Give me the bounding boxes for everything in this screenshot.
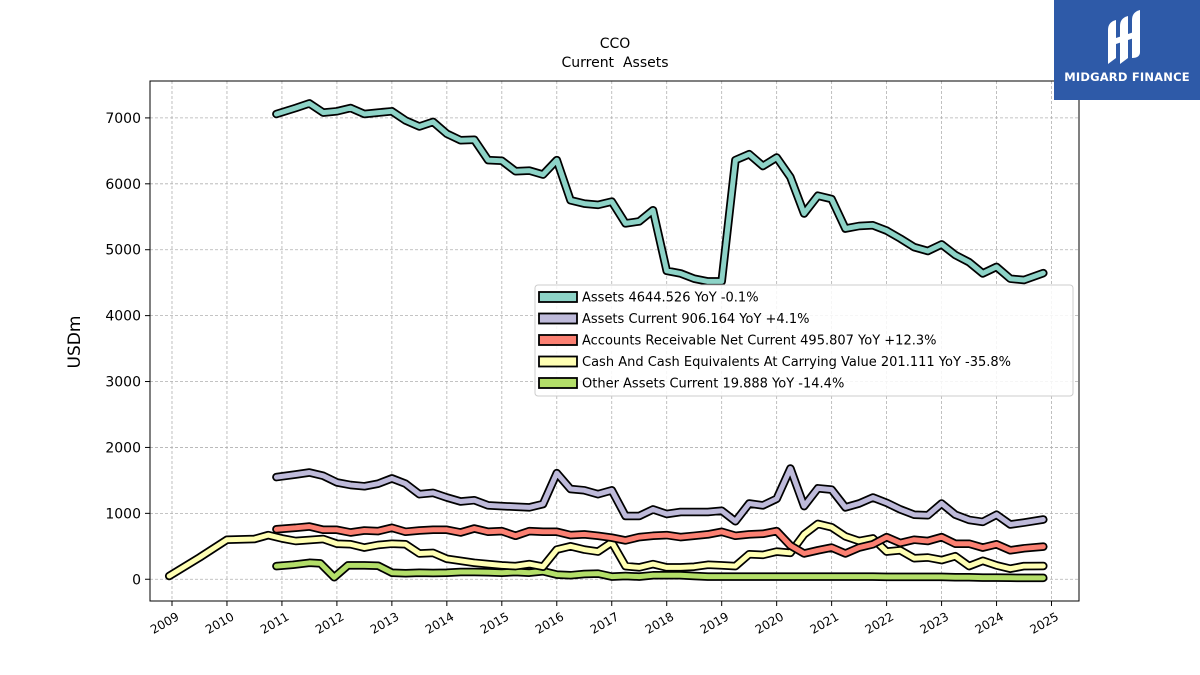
chart-subtitle: Current Assets	[561, 55, 668, 71]
x-tick-label: 2022	[863, 609, 896, 636]
x-tick-label: 2010	[203, 609, 236, 636]
x-tick-label: 2024	[973, 609, 1006, 636]
series-layer	[164, 99, 1048, 583]
logo-mark-icon	[1108, 10, 1140, 64]
legend-entry: Other Assets Current 19.888 YoY -14.4%	[538, 377, 844, 392]
x-axis: 2009 2010 2011 2012 2013 2014 2015 2016 2017 2018…	[148, 601, 1061, 637]
legend-entry: Cash And Cash Equivalents At Carrying Va…	[538, 355, 1011, 370]
series-line-fill	[166, 521, 1046, 579]
series-line	[272, 522, 1048, 558]
legend-swatch	[538, 334, 578, 346]
x-tick-label: 2020	[753, 609, 786, 636]
legend-swatch	[538, 312, 578, 325]
legend: Assets 4644.526 YoY -0.1% Assets Current …	[534, 284, 1074, 397]
legend-entry: Assets 4644.526 YoY -0.1%	[538, 291, 759, 306]
chart-title: CCO	[600, 36, 631, 52]
legend-label: Assets Current 906.164 YoY +4.1%	[582, 312, 809, 327]
x-tick-label: 2025	[1028, 609, 1061, 636]
y-tick-label: 0	[132, 572, 141, 588]
y-tick-label: 3000	[105, 375, 141, 391]
x-tick-label: 2013	[368, 609, 401, 636]
series-line-fill	[273, 466, 1046, 527]
plot-frame	[149, 80, 1080, 602]
x-tick-label: 2014	[423, 609, 456, 636]
x-tick-label: 2011	[258, 609, 291, 636]
series-line-fill	[273, 560, 1046, 581]
series-line-fill	[273, 524, 1046, 556]
legend-entry: Accounts Receivable Net Current 495.807 …	[538, 334, 937, 349]
series-line-outline	[272, 99, 1048, 286]
x-tick-label: 2021	[808, 609, 841, 636]
legend-label: Assets 4644.526 YoY -0.1%	[582, 291, 759, 306]
legend-swatch	[538, 291, 578, 303]
x-tick-label: 2009	[148, 609, 181, 636]
x-tick-label: 2017	[588, 609, 621, 636]
legend-label: Accounts Receivable Net Current 495.807 …	[582, 334, 937, 349]
y-tick-label: 1000	[105, 506, 141, 522]
series-line	[272, 558, 1048, 583]
legend-entry: Assets Current 906.164 YoY +4.1%	[538, 312, 809, 327]
series-line-fill	[273, 100, 1046, 284]
y-axis: 0 1000 2000 3000 4000 5000 6000 7000	[105, 111, 150, 588]
series-line	[272, 99, 1048, 286]
y-tick-label: 5000	[105, 243, 141, 259]
legend-frame	[534, 284, 1074, 397]
legend-label: Cash And Cash Equivalents At Carrying Va…	[582, 355, 1011, 370]
legend-swatch	[538, 377, 578, 389]
legend-swatch	[538, 355, 578, 368]
x-tick-label: 2023	[918, 609, 951, 636]
y-axis-label: USDm	[65, 316, 85, 369]
x-tick-label: 2019	[698, 609, 731, 636]
y-tick-label: 6000	[105, 177, 141, 193]
brand-logo: MIDGARD FINANCE	[1054, 0, 1200, 100]
x-tick-label: 2018	[643, 609, 676, 636]
series-line-outline	[164, 519, 1048, 581]
y-tick-label: 4000	[105, 309, 141, 325]
x-tick-label: 2012	[313, 609, 346, 636]
series-line	[164, 519, 1048, 581]
y-tick-label: 2000	[105, 440, 141, 456]
series-line	[272, 464, 1048, 529]
x-tick-label: 2015	[478, 609, 511, 636]
x-tick-label: 2016	[533, 609, 566, 636]
logo-text: MIDGARD FINANCE	[1064, 70, 1190, 84]
legend-label: Other Assets Current 19.888 YoY -14.4%	[582, 377, 844, 392]
y-tick-label: 7000	[105, 111, 141, 127]
